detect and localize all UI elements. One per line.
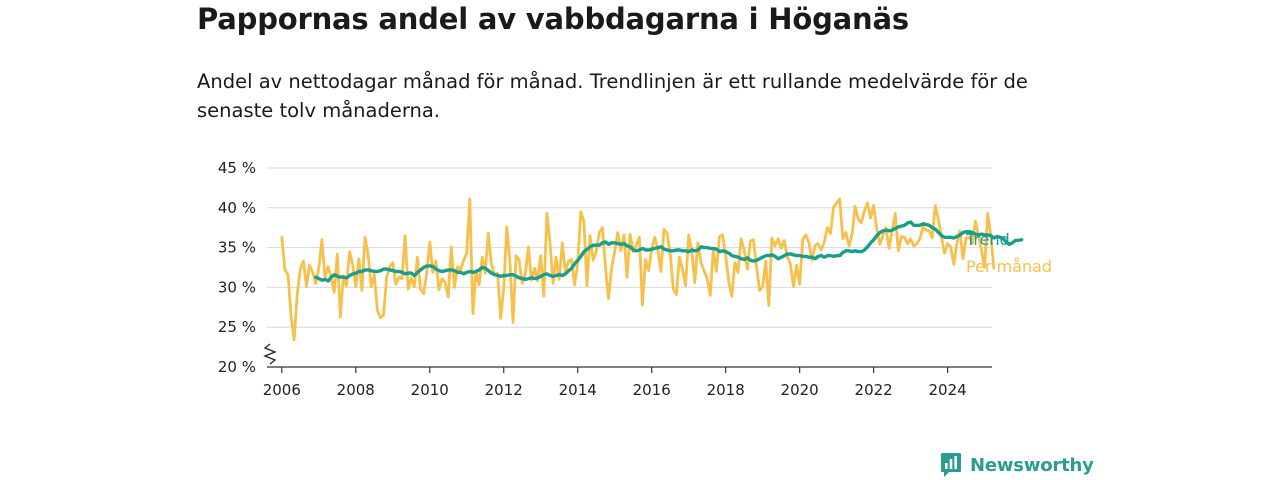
brand-name: Newsworthy [970,454,1094,476]
y-tick-label: 40 % [218,199,256,217]
x-tick-label: 2016 [633,381,671,399]
series-line-trend [314,220,1024,283]
chart-subtitle: Andel av nettodagar månad för månad. Tre… [197,70,1028,122]
brand-logo: Newsworthy [940,450,1094,480]
x-tick-label: 2006 [263,381,301,399]
y-axis-tick-labels: 20 % 25 % 30 % 35 % 40 % 45 % [218,159,256,376]
y-tick-label: 25 % [218,318,256,336]
y-tick-label: 35 % [218,239,256,257]
series-label-per-manad: Per månad [966,257,1052,276]
series-label-trend: Trend [965,230,1010,249]
x-axis: 2006 2008 2010 2012 2014 2016 2018 2020 2022 2024 [263,366,992,399]
x-tick-label: 2014 [559,381,597,399]
newsworthy-logo-icon [941,453,961,477]
y-tick-label: 30 % [218,278,256,296]
x-tick-label: 2018 [707,381,745,399]
x-tick-label: 2022 [855,381,893,399]
series-lines [280,197,1024,342]
series-line-per-manad [280,197,996,342]
x-tick-label: 2020 [781,381,819,399]
axis-break-icon [263,343,277,365]
x-tick-label: 2010 [411,381,449,399]
chart-title: Pappornas andel av vabbdagarna i Höganäs [197,2,909,36]
y-tick-label: 20 % [218,358,256,376]
x-tick-label: 2012 [485,381,523,399]
axis-break-zigzag [263,343,277,365]
x-tick-label: 2008 [337,381,375,399]
x-tick-label: 2024 [929,381,967,399]
y-tick-label: 45 % [218,159,256,177]
series-labels: Per månad Trend [965,230,1052,276]
